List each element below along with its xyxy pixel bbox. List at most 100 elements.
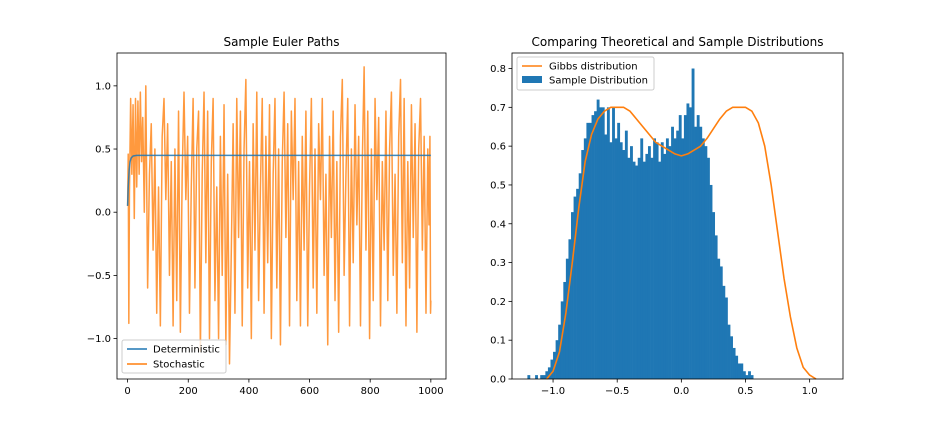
- right-x-tick-label: 0.0: [673, 386, 689, 397]
- left-x-tick-label: 600: [300, 386, 319, 397]
- histogram-bar: [681, 138, 685, 379]
- histogram-bar: [727, 324, 731, 379]
- legend-frame: [516, 56, 655, 91]
- right-y-tick-label: 0.5: [490, 180, 506, 191]
- legend-frame: [121, 339, 227, 374]
- histogram-bar: [663, 153, 667, 379]
- histogram-bar: [573, 196, 577, 379]
- histogram-bar: [668, 146, 672, 379]
- left-x-tick-label: 1000: [418, 386, 443, 397]
- histogram-bar: [614, 138, 618, 379]
- histogram-bar: [732, 347, 736, 379]
- histogram-bar: [724, 297, 728, 379]
- histogram-bar: [535, 375, 538, 379]
- histogram-bar: [563, 281, 567, 379]
- histogram-bar: [655, 142, 659, 379]
- histogram-bar: [645, 153, 649, 379]
- histogram-bar: [665, 138, 669, 379]
- histogram-bar: [586, 122, 590, 380]
- euler-paths-chart: Sample Euler Paths 0 200 400 600 800 1000 −1.0…: [87, 35, 447, 397]
- legend-swatch-sample: [522, 76, 542, 83]
- histogram-bar: [699, 126, 703, 380]
- right-x-tick-label: 0.5: [738, 386, 754, 397]
- histogram-bar: [686, 103, 690, 379]
- histogram-bar: [658, 161, 662, 379]
- histogram-bar: [612, 107, 615, 379]
- histogram-bar: [642, 161, 646, 379]
- histogram-bar: [712, 212, 716, 379]
- distribution-axes: −1.0 −0.5 0.0 0.5 1.0 0.0 0.1 0.2 0.3 0.4 0.5 0.6 0.…: [490, 52, 844, 397]
- histogram-bar: [660, 142, 664, 379]
- histogram-bar: [604, 134, 608, 379]
- histogram-bar: [581, 150, 585, 379]
- histogram-bar: [745, 375, 749, 379]
- histogram-bar: [696, 115, 700, 379]
- histogram-bar: [701, 138, 705, 379]
- histogram-bar: [565, 258, 569, 379]
- euler-paths-legend: Deterministic Stochastic: [121, 339, 227, 374]
- histogram-bar: [601, 107, 605, 379]
- histogram-bar: [748, 371, 751, 379]
- histogram-bar: [617, 122, 621, 380]
- histogram-bar: [707, 157, 710, 379]
- histogram-bar: [635, 165, 639, 379]
- histogram-bar: [588, 122, 592, 380]
- histogram-bar: [640, 138, 644, 379]
- euler-paths-plot: [126, 66, 432, 365]
- histogram-bar: [737, 363, 741, 379]
- left-x-tick-label: 200: [179, 386, 198, 397]
- distribution-chart: Comparing Theoretical and Sample Distrib…: [490, 35, 844, 397]
- histogram-bar: [704, 146, 708, 379]
- left-y-tick-label: −0.5: [87, 271, 111, 282]
- right-y-tick-label: 0.2: [490, 297, 506, 308]
- right-x-tick-label: 1.0: [802, 386, 818, 397]
- gibbs-distribution-line: [546, 106, 817, 380]
- histogram-bar: [627, 157, 631, 379]
- distribution-legend: Gibbs distribution Sample Distribution: [516, 56, 655, 91]
- histogram-bar: [594, 111, 597, 380]
- histogram-bar: [750, 375, 754, 379]
- histogram-bar: [653, 138, 656, 379]
- histogram-bar: [678, 115, 682, 379]
- histogram-bar: [624, 130, 628, 379]
- histogram-bar: [709, 184, 713, 379]
- histogram-bar: [676, 130, 680, 379]
- left-y-tick-label: 0.0: [95, 208, 111, 219]
- right-y-tick-label: 0.1: [490, 336, 506, 347]
- right-frame: [511, 52, 844, 380]
- left-x-tick-label: 400: [239, 386, 258, 397]
- histogram-bar: [550, 359, 554, 379]
- histogram-bar: [542, 375, 546, 379]
- histogram-bar: [527, 375, 531, 379]
- histogram-bar: [650, 157, 654, 379]
- legend-label-stochastic: Stochastic: [153, 360, 205, 371]
- right-x-tick-label: −1.0: [541, 386, 565, 397]
- left-x-tick-label: 800: [361, 386, 380, 397]
- histogram-bar: [689, 107, 692, 379]
- right-y-tick-label: 0.0: [490, 375, 506, 386]
- legend-label-gibbs: Gibbs distribution: [549, 62, 638, 73]
- histogram-bar: [540, 375, 544, 379]
- histogram-bar: [571, 212, 574, 379]
- histogram-bar: [596, 99, 600, 379]
- histogram-bar: [671, 126, 674, 380]
- histogram-bar: [647, 146, 651, 379]
- histogram-bar: [576, 188, 580, 379]
- right-y-tick-label: 0.7: [490, 103, 506, 114]
- histogram-bar: [583, 138, 587, 379]
- histogram-bar: [632, 161, 636, 379]
- histogram-bar: [742, 371, 746, 379]
- legend-label-sample: Sample Distribution: [549, 76, 648, 87]
- histogram-bar: [619, 142, 623, 379]
- histogram-bar: [719, 266, 723, 379]
- left-y-tick-label: 1.0: [95, 81, 111, 92]
- euler-paths-title: Sample Euler Paths: [223, 35, 339, 49]
- distribution-plot: [527, 68, 817, 380]
- histogram-bar: [694, 126, 698, 380]
- right-x-tick-label: −0.5: [605, 386, 629, 397]
- histogram-bar: [714, 235, 718, 379]
- left-y-tick-label: 0.5: [95, 145, 111, 156]
- histogram-bar: [740, 363, 744, 379]
- right-y-tick-label: 0.4: [490, 219, 506, 230]
